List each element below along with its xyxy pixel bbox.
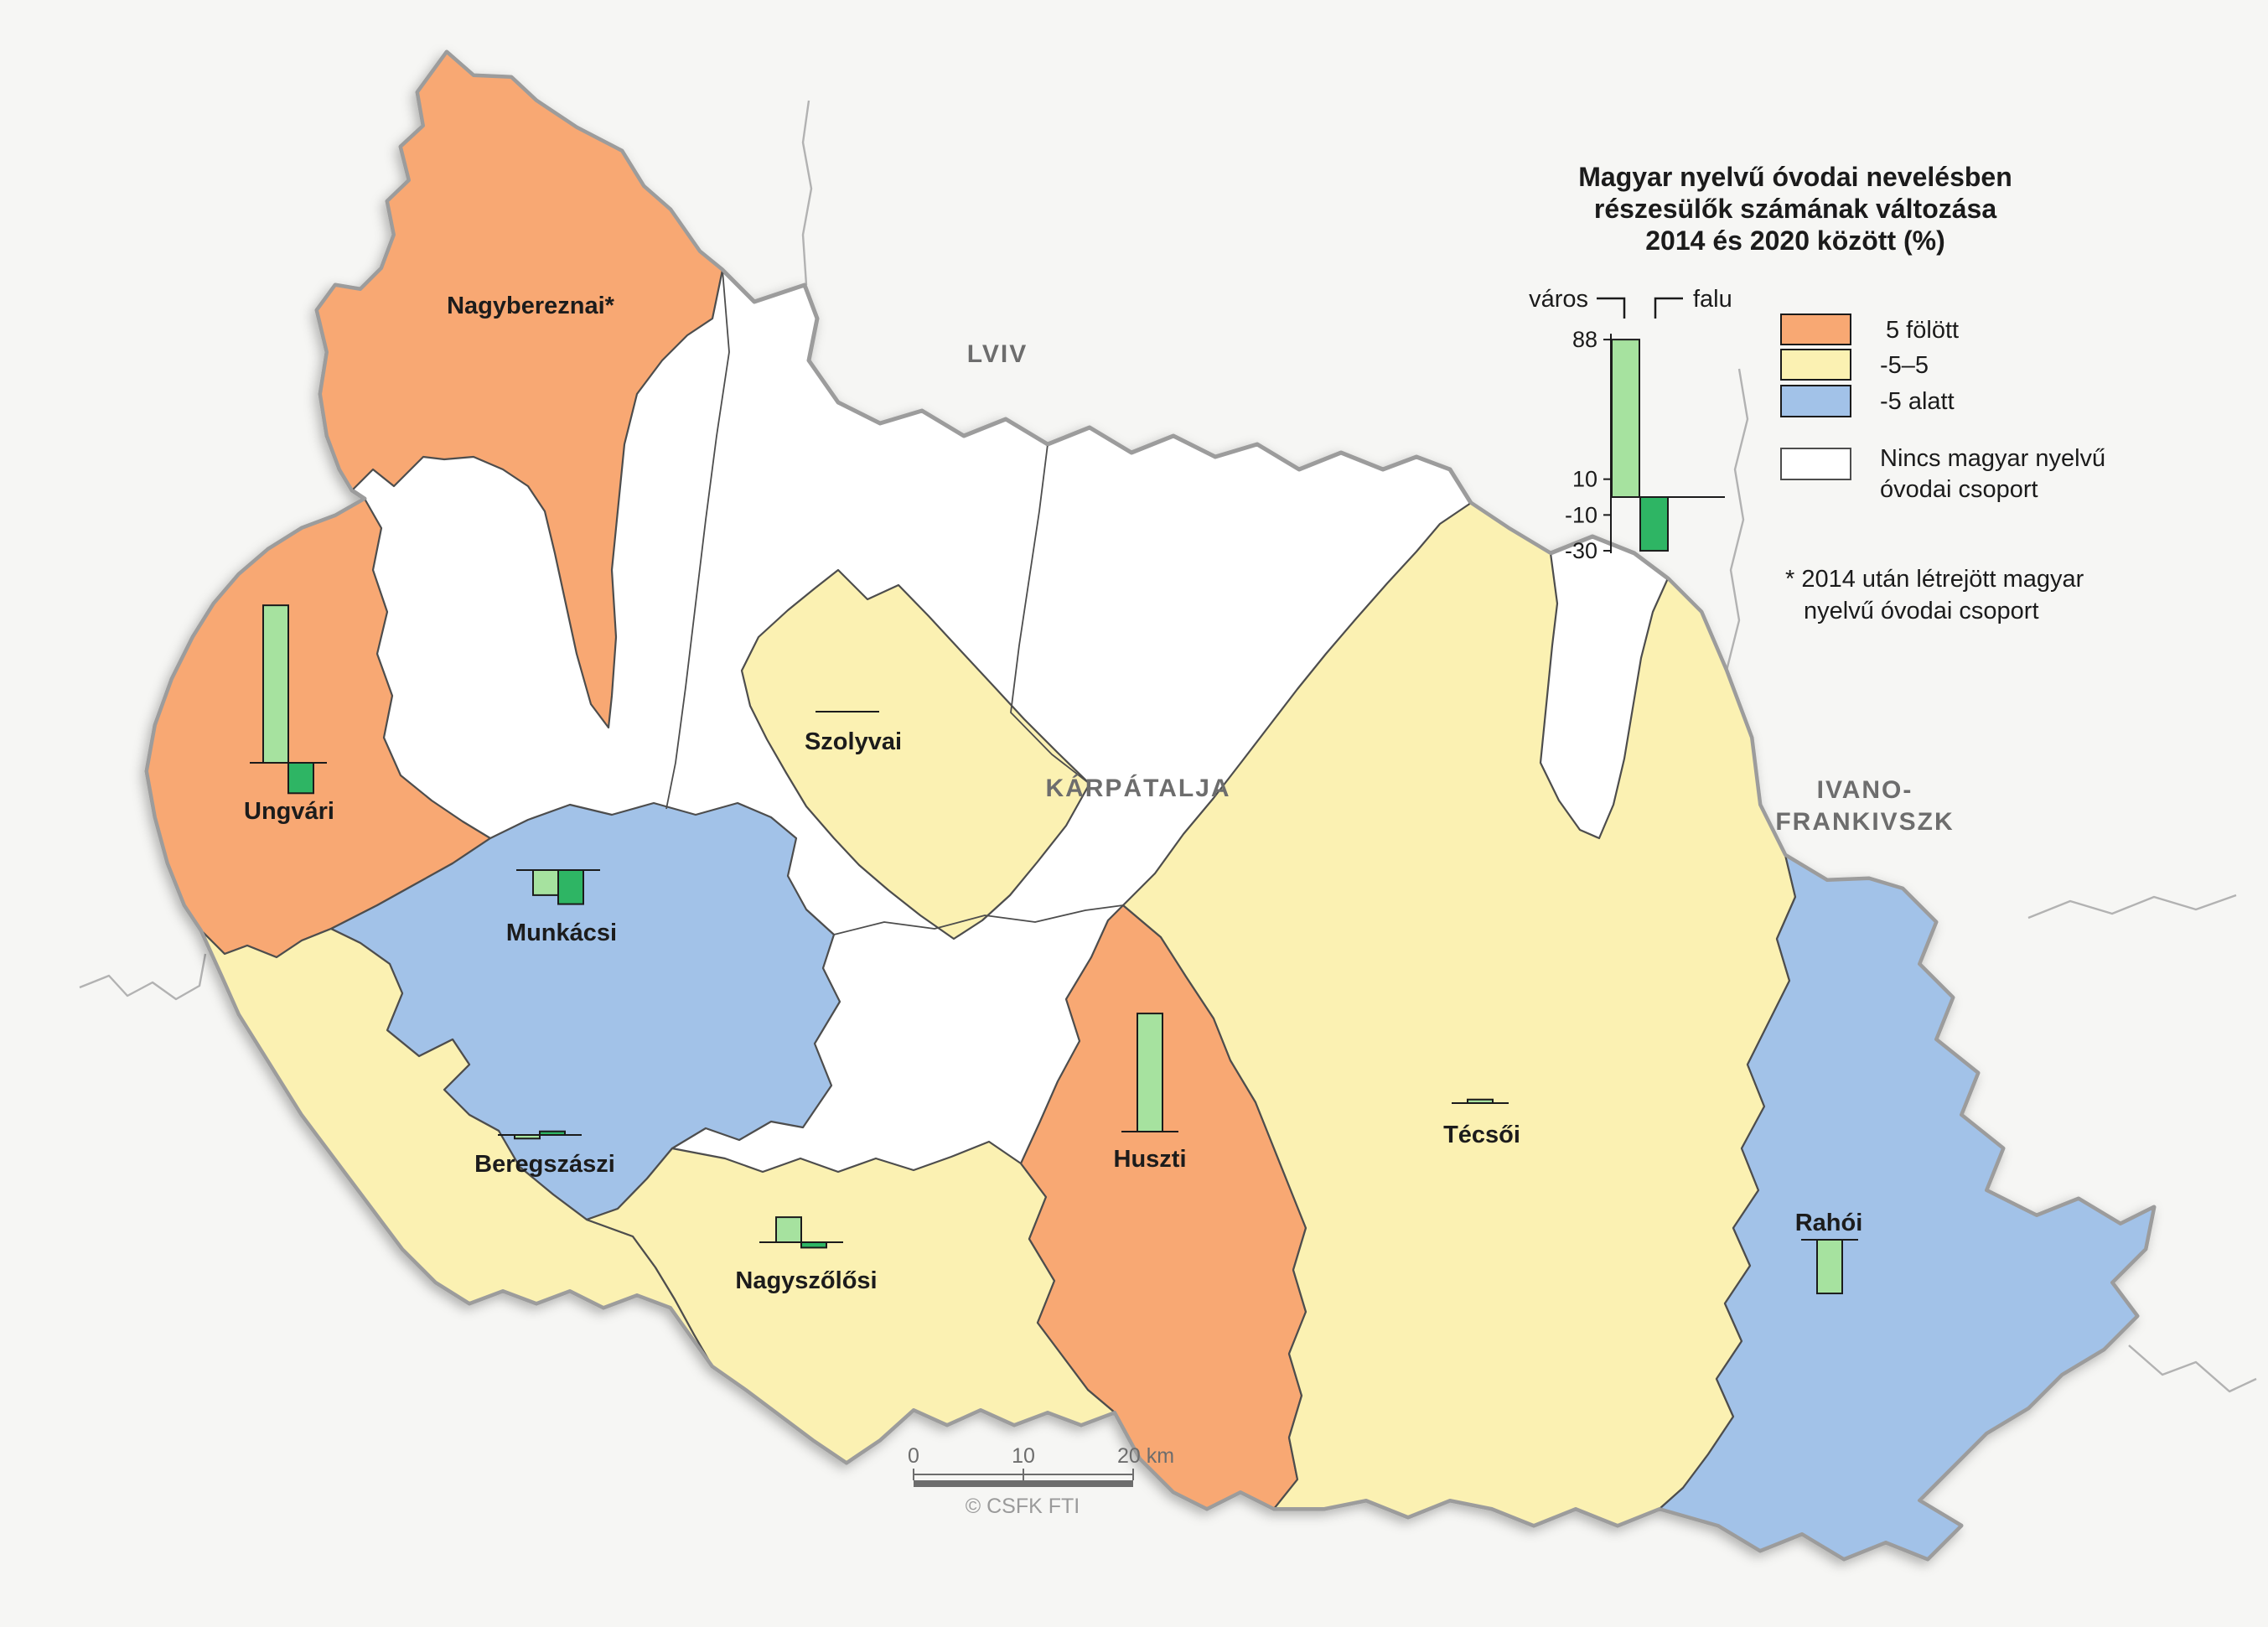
legend-class-label-over5: 5 fölött	[1886, 317, 1959, 344]
bar-varos-tecsoi	[1467, 1098, 1494, 1104]
district-label-rahoi: Rahói	[1795, 1210, 1863, 1236]
falu-bracket-line	[1654, 297, 1683, 319]
district-label-huszti: Huszti	[1114, 1146, 1187, 1173]
bar-falu-beregszaszi	[539, 1130, 566, 1136]
legend-title-line3: 2014 és 2020 között (%)	[1645, 225, 1945, 256]
legend-bar-falu	[1639, 496, 1669, 552]
bar-falu-nagyszolosi	[800, 1241, 827, 1249]
district-label-szolyvai: Szolyvai	[805, 728, 902, 755]
divider-perecseny	[665, 269, 730, 810]
bar-varos-ungvari	[262, 604, 289, 764]
legend-axis-tick-label: 88	[1572, 327, 1597, 352]
district-label-nagybereznai: Nagybereznai*	[447, 293, 615, 319]
legend-footnote-line1: * 2014 után létrejött magyar	[1785, 566, 2084, 593]
varos-bracket-line	[1597, 297, 1626, 319]
legend-class-label-none-line1: Nincs magyar nyelvű	[1880, 445, 2105, 472]
border-line-southeast	[2128, 1345, 2257, 1393]
bar-varos-rahoi	[1816, 1239, 1843, 1295]
legend-falu-label: falu	[1693, 286, 1732, 313]
region-labels: LVIV KÁRPÁTALJA IVANO- FRANKIVSZK	[967, 340, 1954, 836]
region-label-ivano-line1: IVANO-	[1817, 776, 1913, 804]
scale-tick-label-0: 0	[908, 1444, 919, 1468]
border-line-east	[2027, 894, 2237, 920]
legend-class-label-under5: -5 alatt	[1880, 388, 1955, 415]
region-label-ivano-line2: FRANKIVSZK	[1775, 808, 1954, 836]
legend-varos-label: város	[1529, 286, 1588, 313]
bar-varos-munkacsi	[532, 869, 559, 896]
scale-bar-thick-bar	[914, 1480, 1133, 1487]
district-label-tecsoi: Técsői	[1443, 1122, 1520, 1148]
copyright-credit: © CSFK FTI	[966, 1495, 1080, 1518]
district-label-munkacsi: Munkácsi	[506, 920, 617, 946]
legend-class-label-none-line2: óvodai csoport	[1880, 476, 2038, 503]
district-label-ungvari: Ungvári	[244, 798, 334, 825]
legend-footnote-line2: nyelvű óvodai csoport	[1804, 598, 2039, 624]
legend-example-chart: 88 10 -10 -30	[1565, 327, 1725, 563]
legend-swatch-over5	[1780, 313, 1851, 345]
bar-falu-munkacsi	[557, 869, 584, 905]
scale-tick-label-10: 10	[1012, 1444, 1035, 1468]
scale-tick-label-20km: 20 km	[1117, 1444, 1174, 1468]
legend-axis-tick-label: -30	[1565, 538, 1597, 563]
bar-varos-beregszaszi	[514, 1134, 541, 1140]
divider-okormezo	[1010, 443, 1090, 785]
oblast-outline	[145, 50, 2156, 1561]
districts	[145, 50, 2156, 1561]
district-label-beregszaszi: Beregszászi	[474, 1151, 615, 1178]
district-labels: Nagybereznai* Ungvári Munkácsi Szolyvai …	[244, 293, 1862, 1294]
legend-swatch-mid	[1780, 349, 1851, 381]
district-szolyvai	[740, 568, 1091, 940]
legend-class-label-mid: -5–5	[1880, 352, 1929, 379]
divider-ilosva	[833, 904, 1124, 935]
legend-bar-varos	[1611, 339, 1640, 498]
region-label-lviv: LVIV	[967, 340, 1028, 368]
bar-varos-nagyszolosi	[775, 1216, 802, 1243]
district-label-nagyszolosi: Nagyszőlősi	[735, 1267, 877, 1294]
bar-varos-huszti	[1137, 1013, 1163, 1132]
border-line-lviv-ivano	[1725, 368, 1749, 671]
legend-title-line1: Magyar nyelvű óvodai nevelésben	[1578, 162, 2012, 192]
district-bar-charts	[250, 604, 1858, 1295]
legend-title-line2: részesülők számának változása	[1594, 194, 1996, 224]
scale-bar: 0 10 20 km © CSFK FTI	[908, 1444, 1174, 1518]
white-district-dividers	[665, 269, 1124, 935]
border-line-southwest	[79, 953, 207, 1001]
bar-falu-ungvari	[287, 762, 314, 795]
neighbor-borders	[79, 100, 2257, 1393]
legend: Magyar nyelvű óvodai nevelésben részesül…	[1529, 162, 2105, 624]
legend-axis-tick-label: 10	[1572, 467, 1597, 492]
legend-axis-tick-label: -10	[1565, 502, 1597, 527]
legend-swatch-under5	[1780, 385, 1851, 417]
region-label-karpatalja: KÁRPÁTALJA	[1045, 774, 1230, 802]
border-line-north	[801, 100, 813, 286]
legend-swatch-none	[1780, 448, 1851, 480]
